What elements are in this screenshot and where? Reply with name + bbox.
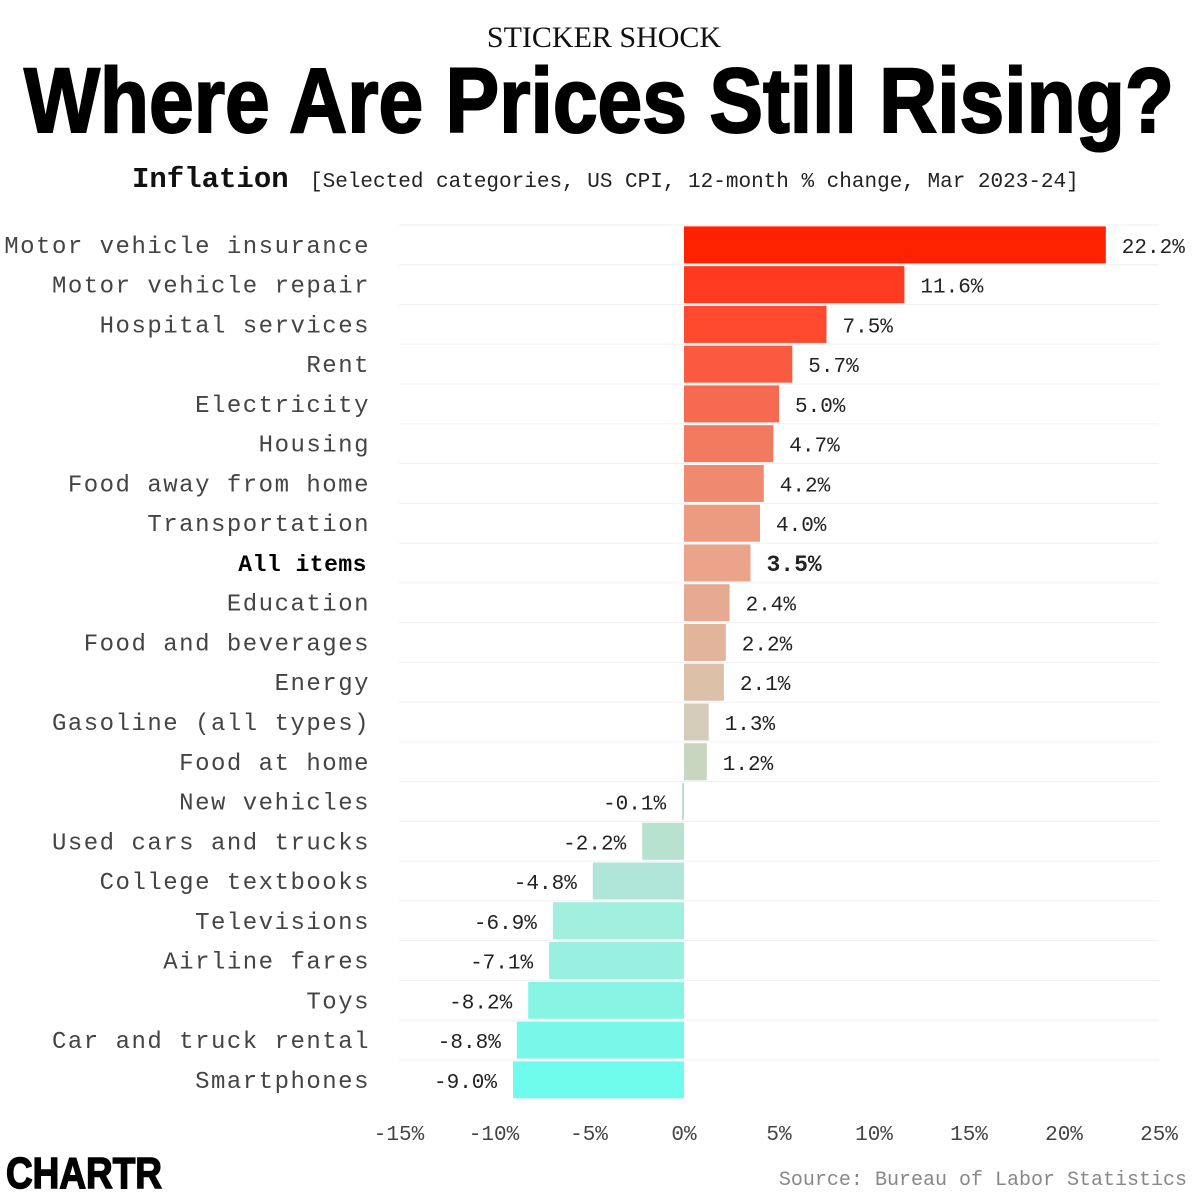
bar xyxy=(684,504,760,542)
value-label: 4.0% xyxy=(776,515,827,538)
y-tick-label: Rent xyxy=(306,353,370,380)
y-tick-label: Motor vehicle repair xyxy=(52,274,370,301)
bar xyxy=(684,663,724,701)
bar xyxy=(684,544,751,582)
value-label: 2.2% xyxy=(742,634,793,657)
source: Source: Bureau of Labor Statistics xyxy=(779,1169,1187,1192)
y-tick-label: Airline fares xyxy=(163,950,370,977)
value-label: -2.2% xyxy=(563,833,626,856)
y-tick-label: College textbooks xyxy=(100,870,370,897)
y-tick-label: Transportation xyxy=(147,512,370,539)
value-label: -7.1% xyxy=(470,953,533,976)
logo: CHARTR xyxy=(6,1149,162,1198)
x-tick-label: 0% xyxy=(671,1124,697,1147)
chart-title: Where Are Prices Still Rising? xyxy=(24,50,1174,152)
y-tick-label: All items xyxy=(238,552,367,578)
y-tick-label: Smartphones xyxy=(195,1069,370,1096)
bar xyxy=(684,266,905,304)
kicker: STICKER SHOCK xyxy=(487,21,722,54)
bar xyxy=(513,1061,684,1099)
y-tick-label: Electricity xyxy=(195,393,370,420)
value-label: 2.4% xyxy=(746,595,797,618)
x-tick-label: -10% xyxy=(469,1124,520,1147)
value-label: -6.9% xyxy=(474,913,537,936)
x-tick-label: 25% xyxy=(1140,1124,1178,1147)
bar xyxy=(684,623,726,661)
y-tick-label: Food at home xyxy=(179,751,370,778)
bar xyxy=(642,822,684,860)
bar xyxy=(684,385,779,423)
x-tick-label: 10% xyxy=(855,1124,893,1147)
y-tick-label: Education xyxy=(227,592,370,619)
value-label: -0.1% xyxy=(603,794,666,817)
bar xyxy=(684,584,730,622)
bar xyxy=(684,305,827,343)
bar xyxy=(684,345,793,383)
value-label: 11.6% xyxy=(920,277,983,300)
value-label: 22.2% xyxy=(1122,237,1185,260)
value-label: 1.2% xyxy=(723,754,774,777)
value-label: -8.8% xyxy=(438,1032,501,1055)
y-tick-label: Televisions xyxy=(195,910,370,937)
value-label: 1.3% xyxy=(725,714,776,737)
value-label: 7.5% xyxy=(843,316,894,339)
value-label: -9.0% xyxy=(434,1072,497,1095)
y-tick-label: Motor vehicle insurance xyxy=(4,234,370,261)
value-label: 4.7% xyxy=(789,436,840,459)
x-tick-label: 15% xyxy=(950,1124,988,1147)
value-label: 5.0% xyxy=(795,396,846,419)
subtitle-lead: Inflation xyxy=(132,163,289,196)
value-label: -4.8% xyxy=(514,873,577,896)
value-label: -8.2% xyxy=(449,992,512,1015)
y-tick-label: New vehicles xyxy=(179,791,370,818)
y-tick-label: Used cars and trucks xyxy=(52,830,370,857)
bar xyxy=(682,783,684,821)
y-tick-label: Food away from home xyxy=(68,472,370,499)
x-tick-label: -5% xyxy=(570,1124,608,1147)
bar xyxy=(516,1021,684,1059)
bar xyxy=(552,902,684,940)
x-tick-label: 20% xyxy=(1045,1124,1083,1147)
y-tick-label: Gasoline (all types) xyxy=(52,711,370,738)
y-tick-label: Car and truck rental xyxy=(52,1029,370,1056)
y-tick-label: Hospital services xyxy=(100,313,370,340)
y-tick-label: Food and beverages xyxy=(84,631,370,658)
subtitle: [Selected categories, US CPI, 12-month %… xyxy=(310,171,1079,194)
y-tick-label: Housing xyxy=(259,433,370,460)
bar xyxy=(549,942,684,980)
value-label: 2.1% xyxy=(740,674,791,697)
y-tick-label: Toys xyxy=(306,989,370,1016)
value-label: 5.7% xyxy=(808,356,859,379)
bar xyxy=(684,703,709,741)
x-tick-label: 5% xyxy=(766,1124,792,1147)
value-label: 3.5% xyxy=(767,552,822,578)
bar xyxy=(592,862,684,900)
bar xyxy=(684,425,774,463)
bar xyxy=(528,981,684,1019)
value-label: 4.2% xyxy=(780,475,831,498)
y-tick-label: Energy xyxy=(275,671,370,698)
bar xyxy=(684,464,764,502)
x-tick-label: -15% xyxy=(374,1124,425,1147)
bar xyxy=(684,226,1106,264)
bar xyxy=(684,743,707,781)
